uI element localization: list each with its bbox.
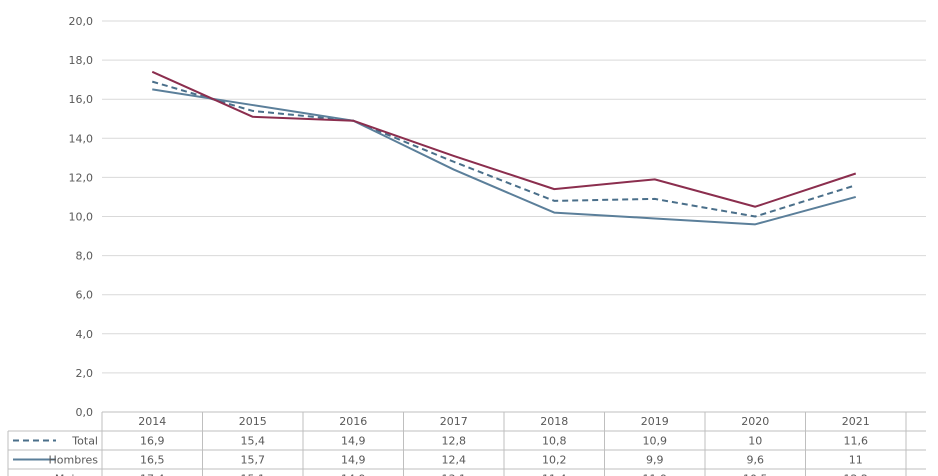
- y-tick-label: 10,0: [69, 211, 94, 224]
- y-tick-label: 18,0: [69, 54, 94, 67]
- data-label: 17,4: [140, 473, 165, 476]
- x-category-label: 2019: [641, 415, 669, 428]
- x-category-label: 2018: [540, 415, 568, 428]
- x-category-label: 2014: [138, 415, 166, 428]
- data-label: 10,2: [542, 454, 567, 467]
- data-label: 12,2: [844, 473, 869, 476]
- y-axis: 0,0 2,0 4,0 6,0 8,0 10,0 12,0 14,0 16,0 18,0 20,0: [69, 15, 94, 419]
- data-label: 10,8: [542, 435, 567, 448]
- data-label: 15,7: [241, 454, 266, 467]
- x-category-label: 2017: [440, 415, 468, 428]
- y-tick-label: 0,0: [76, 406, 94, 419]
- data-label: 11: [849, 454, 863, 467]
- series-line-total: [151, 80, 857, 218]
- legend-label-total: Total: [71, 435, 98, 448]
- y-tick-label: 12,0: [69, 171, 94, 184]
- data-label: 13,1: [442, 473, 467, 476]
- legend-label-hombres: Hombres: [49, 454, 99, 467]
- data-label: 9,6: [747, 454, 765, 467]
- data-table: 2014 2015 2016 2017 2018 2019 2020 2021 Total 16,…: [7, 411, 926, 476]
- data-label: 9,9: [646, 454, 664, 467]
- y-tick-label: 2,0: [76, 367, 94, 380]
- y-tick-label: 4,0: [76, 328, 94, 341]
- data-label: 14,9: [341, 435, 366, 448]
- series-lines: [151, 70, 857, 226]
- x-category-label: 2015: [239, 415, 267, 428]
- data-label: 15,4: [241, 435, 266, 448]
- data-label: 10,5: [743, 473, 768, 476]
- y-tick-label: 8,0: [76, 250, 94, 263]
- x-category-label: 2020: [741, 415, 769, 428]
- x-category-label: 2016: [339, 415, 367, 428]
- data-label: 10,9: [643, 435, 668, 448]
- data-label: 14,9: [341, 473, 366, 476]
- gridlines: [102, 20, 926, 374]
- series-line-hombres: [152, 88, 857, 226]
- data-label: 16,9: [140, 435, 165, 448]
- data-label: 11,6: [844, 435, 869, 448]
- data-label: 14,9: [341, 454, 366, 467]
- y-tick-label: 14,0: [69, 132, 94, 145]
- data-label: 12,8: [442, 435, 467, 448]
- y-tick-label: 16,0: [69, 93, 94, 106]
- data-label: 11,9: [643, 473, 668, 476]
- x-category-label: 2021: [842, 415, 870, 428]
- y-tick-label: 20,0: [69, 15, 94, 28]
- data-label: 16,5: [140, 454, 165, 467]
- y-tick-label: 6,0: [76, 289, 94, 302]
- data-label: 11,4: [542, 473, 567, 476]
- legend-label-mujeres: Mujeres: [55, 473, 98, 476]
- data-label: 12,4: [442, 454, 467, 467]
- data-label: 10: [748, 435, 762, 448]
- data-label: 15,1: [241, 473, 266, 476]
- series-line-mujeres: [151, 70, 857, 208]
